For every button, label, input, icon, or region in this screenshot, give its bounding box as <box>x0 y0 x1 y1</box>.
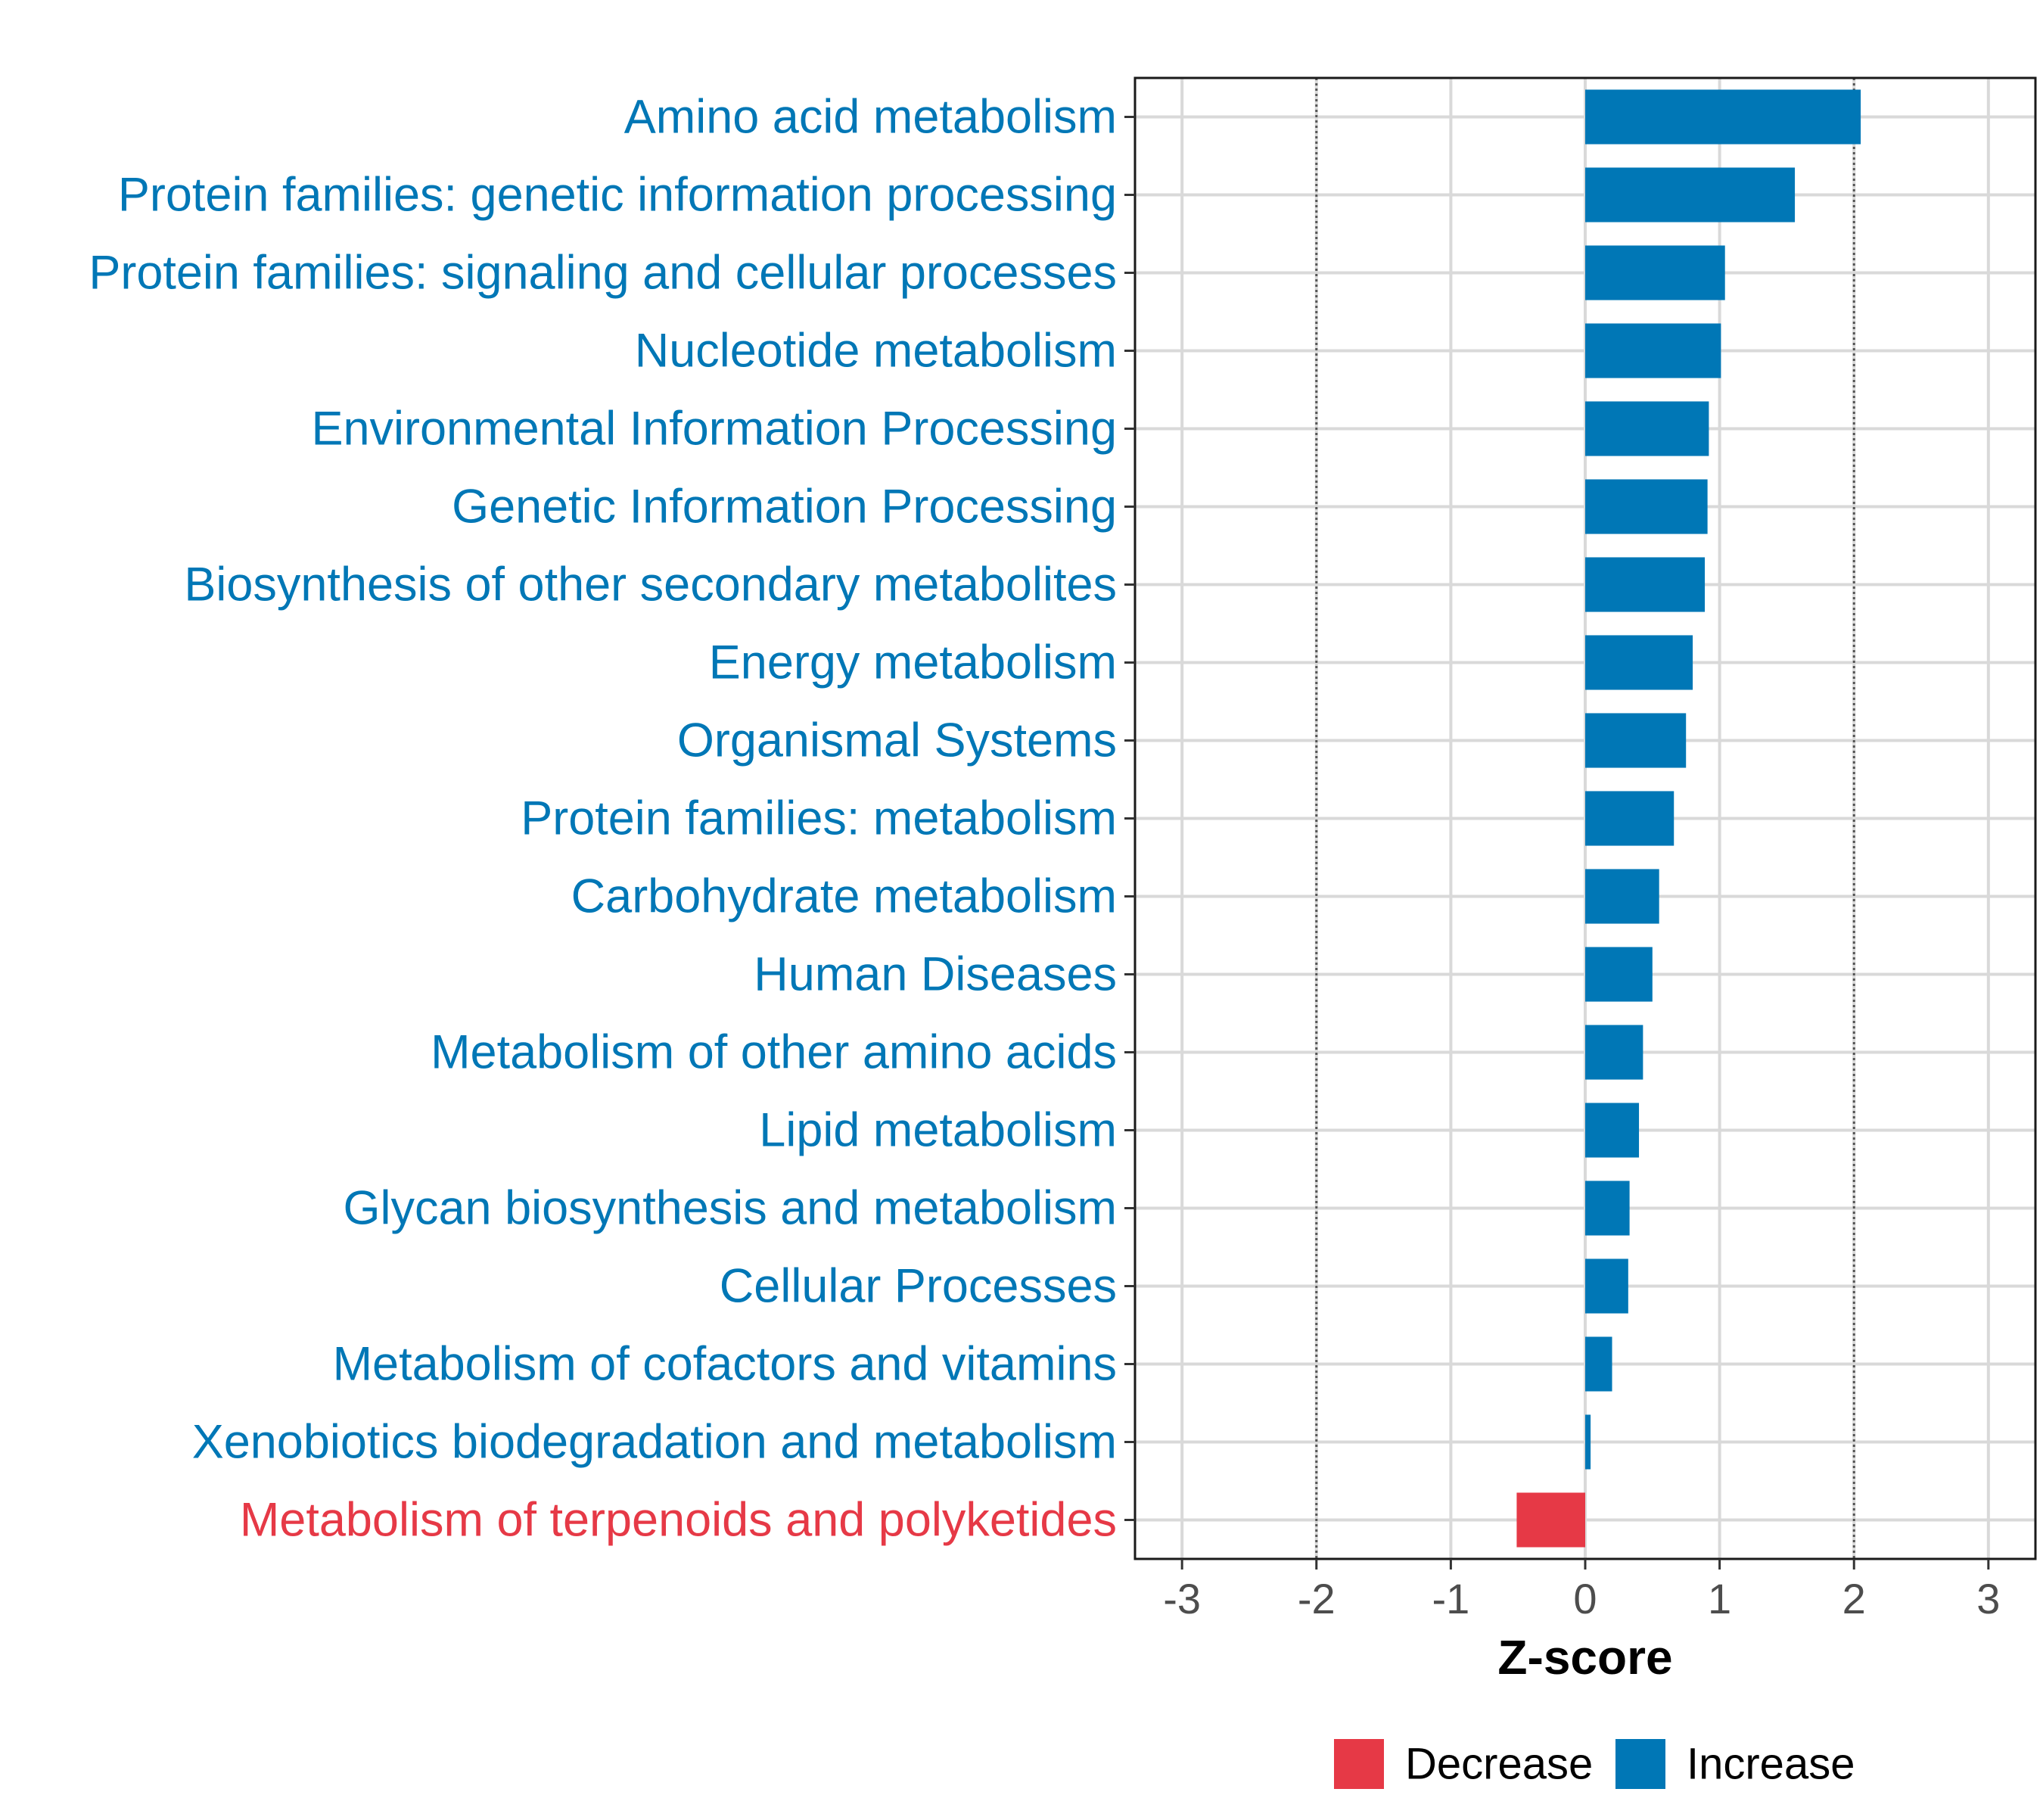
x-tick-label: 0 <box>1573 1575 1597 1622</box>
bar <box>1585 245 1725 300</box>
legend-swatch <box>1615 1739 1665 1789</box>
legend-label: Increase <box>1687 1740 1855 1789</box>
y-tick-label: Protein families: metabolism <box>521 792 1117 845</box>
bar <box>1585 1103 1640 1158</box>
x-axis-ticks: -3 -2 -1 0 1 2 3 <box>1163 1559 2000 1622</box>
bar <box>1585 1336 1612 1392</box>
y-tick-label: Biosynthesis of other secondary metaboli… <box>184 558 1117 611</box>
bar <box>1585 167 1796 222</box>
bar <box>1585 869 1659 924</box>
bar <box>1585 557 1706 612</box>
y-tick-label: Lipid metabolism <box>759 1104 1117 1157</box>
x-tick-label: -1 <box>1432 1575 1469 1622</box>
bar <box>1585 947 1653 1002</box>
y-tick-label: Protein families: genetic information pr… <box>118 169 1117 222</box>
x-tick-label: -2 <box>1298 1575 1336 1622</box>
y-tick-label: Metabolism of cofactors and vitamins <box>333 1338 1117 1391</box>
y-tick-label: Organismal Systems <box>677 714 1117 767</box>
y-axis-ticks <box>1124 116 1135 1521</box>
y-tick-label: Protein families: signaling and cellular… <box>89 247 1117 300</box>
bar <box>1516 1492 1585 1548</box>
bar <box>1585 713 1687 768</box>
y-tick-label: Energy metabolism <box>709 636 1117 689</box>
y-tick-label: Carbohydrate metabolism <box>571 870 1117 923</box>
y-tick-label: Environmental Information Processing <box>311 403 1117 456</box>
bar <box>1585 1025 1643 1080</box>
x-tick-label: 2 <box>1842 1575 1866 1622</box>
y-tick-label: Glycan biosynthesis and metabolism <box>344 1182 1118 1235</box>
bars <box>1516 89 1861 1548</box>
bar <box>1585 635 1693 690</box>
y-tick-label: Genetic Information Processing <box>452 481 1117 534</box>
bar <box>1585 791 1675 846</box>
bar <box>1585 401 1709 456</box>
x-axis-title: Z-score <box>1497 1630 1672 1685</box>
y-tick-label: Amino acid metabolism <box>624 91 1117 144</box>
bar <box>1585 1181 1630 1236</box>
y-tick-label: Nucleotide metabolism <box>635 325 1117 378</box>
bar <box>1585 323 1721 378</box>
x-tick-label: 3 <box>1976 1575 2000 1622</box>
legend-label: Decrease <box>1405 1740 1593 1789</box>
x-tick-label: 1 <box>1708 1575 1731 1622</box>
y-axis-labels: Amino acid metabolism Protein families: g… <box>89 91 1117 1547</box>
bar <box>1585 1258 1628 1314</box>
legend-swatch <box>1334 1739 1384 1789</box>
x-tick-label: -3 <box>1163 1575 1201 1622</box>
bar <box>1585 479 1708 534</box>
y-tick-label: Human Diseases <box>754 948 1117 1001</box>
y-tick-label: Metabolism of terpenoids and polyketides <box>240 1494 1117 1547</box>
y-tick-label: Xenobiotics biodegradation and metabolis… <box>192 1416 1117 1469</box>
legend: Decrease Increase <box>1334 1739 1855 1789</box>
bar <box>1585 89 1861 145</box>
bar <box>1585 1414 1591 1470</box>
y-tick-label: Cellular Processes <box>720 1260 1117 1313</box>
y-tick-label: Metabolism of other amino acids <box>431 1026 1117 1079</box>
